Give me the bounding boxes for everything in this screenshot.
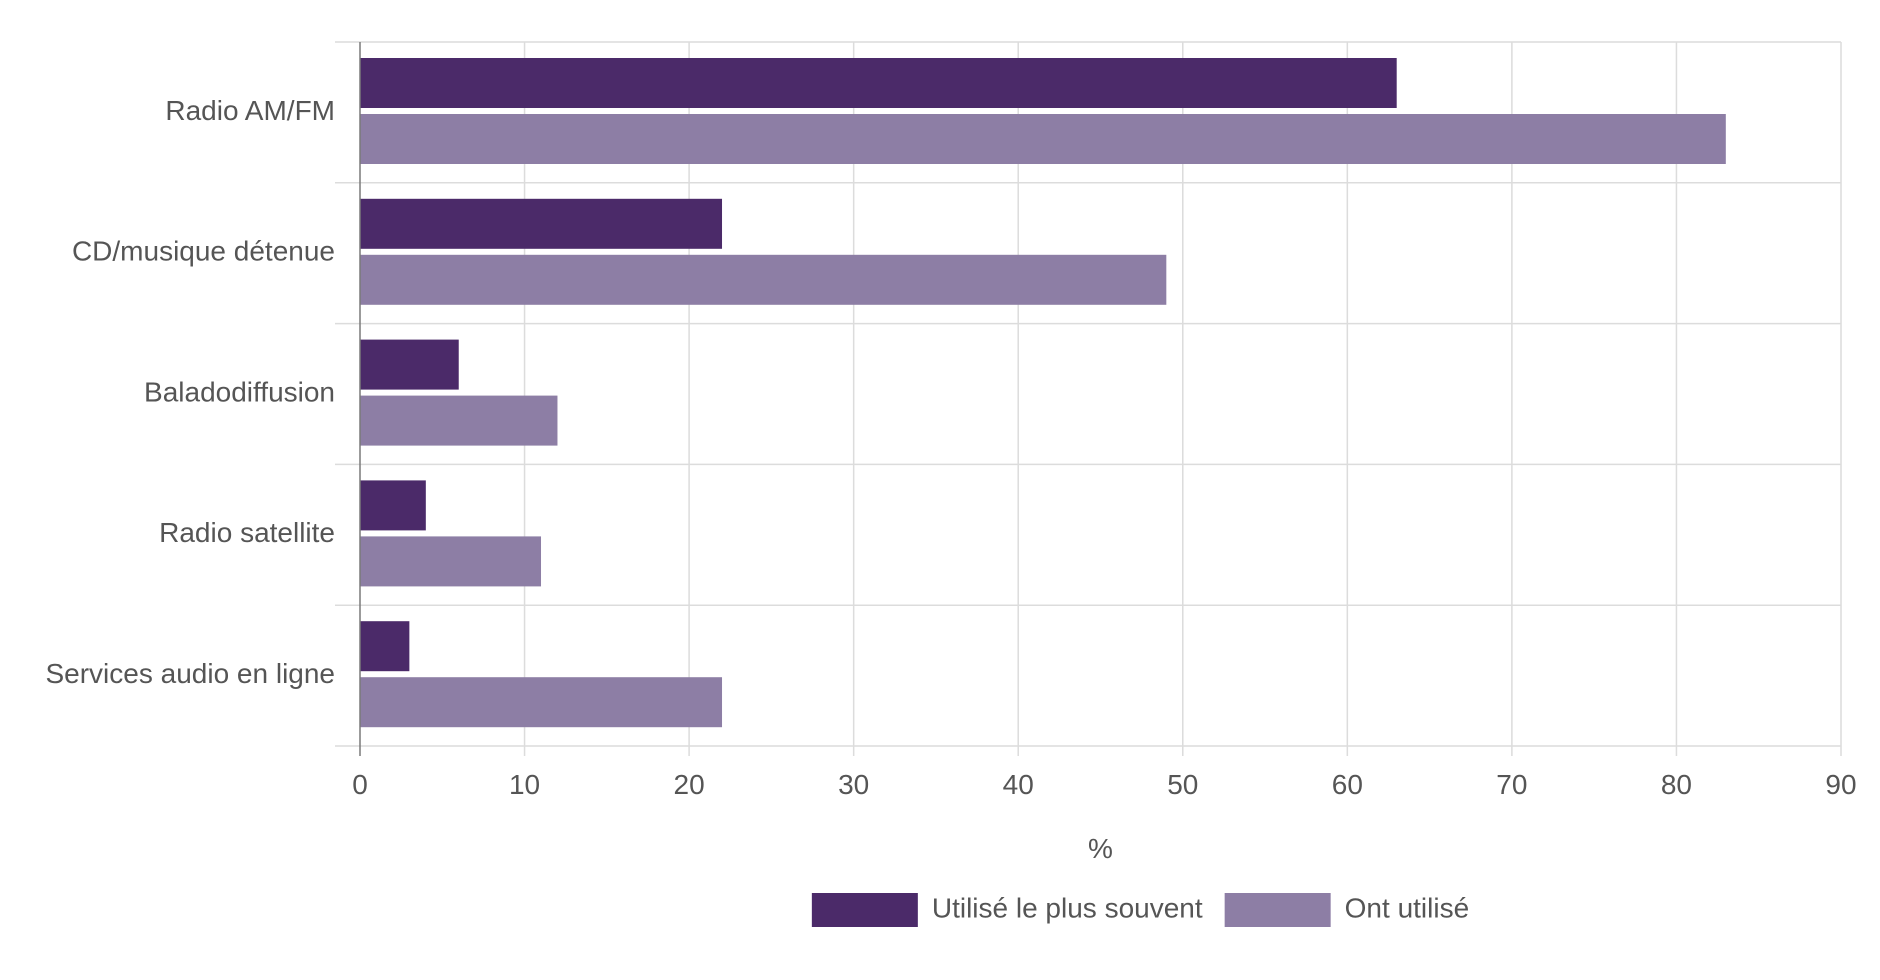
x-axis-title: %: [1088, 833, 1113, 864]
category-label-radio-satellite: Radio satellite: [159, 517, 335, 548]
x-tick-label-10: 10: [509, 769, 540, 800]
x-tick-label-20: 20: [674, 769, 705, 800]
labels: Radio AM/FM CD/musique détenue Baladodiffu…: [45, 95, 1856, 800]
legend-swatch-utilise-le-plus-souvent: [811, 893, 918, 927]
category-label-services-audio-en-ligne: Services audio en ligne: [45, 658, 335, 689]
category-label-cd-musique-detenue: CD/musique détenue: [72, 236, 335, 267]
bar-radio-satellite-ont-utilise: [360, 536, 542, 587]
x-tick-label-40: 40: [1003, 769, 1034, 800]
x-tick-label-80: 80: [1661, 769, 1692, 800]
legend-label-ont-utilise: Ont utilisé: [1345, 892, 1470, 923]
x-tick-label-0: 0: [352, 769, 368, 800]
bar-baladodiffusion-utilise-le-plus-souvent: [360, 339, 459, 390]
x-tick-label-70: 70: [1496, 769, 1527, 800]
bar-baladodiffusion-ont-utilise: [360, 395, 558, 446]
x-tick-label-90: 90: [1825, 769, 1856, 800]
x-tick-label-60: 60: [1332, 769, 1363, 800]
bar-radio-satellite-utilise-le-plus-souvent: [360, 480, 426, 531]
bar-radio-am-fm-ont-utilise: [360, 114, 1726, 164]
legend-swatch-ont-utilise: [1224, 893, 1331, 927]
x-tick-label-50: 50: [1167, 769, 1198, 800]
bar-services-audio-en-ligne-ont-utilise: [360, 677, 723, 728]
bar-cd-musique-detenue-ont-utilise: [360, 254, 1167, 305]
bar-services-audio-en-ligne-utilise-le-plus-souvent: [360, 621, 410, 672]
category-label-baladodiffusion: Baladodiffusion: [144, 376, 335, 407]
bars: [360, 58, 1726, 728]
bar-cd-musique-detenue-utilise-le-plus-souvent: [360, 198, 723, 249]
category-label-radio-am-fm: Radio AM/FM: [165, 95, 335, 126]
x-tick-label-30: 30: [838, 769, 869, 800]
legend: Utilisé le plus souvent Ont utilisé: [811, 892, 1470, 927]
legend-label-utilise-le-plus-souvent: Utilisé le plus souvent: [932, 892, 1203, 923]
bar-radio-am-fm-utilise-le-plus-souvent: [360, 58, 1397, 108]
